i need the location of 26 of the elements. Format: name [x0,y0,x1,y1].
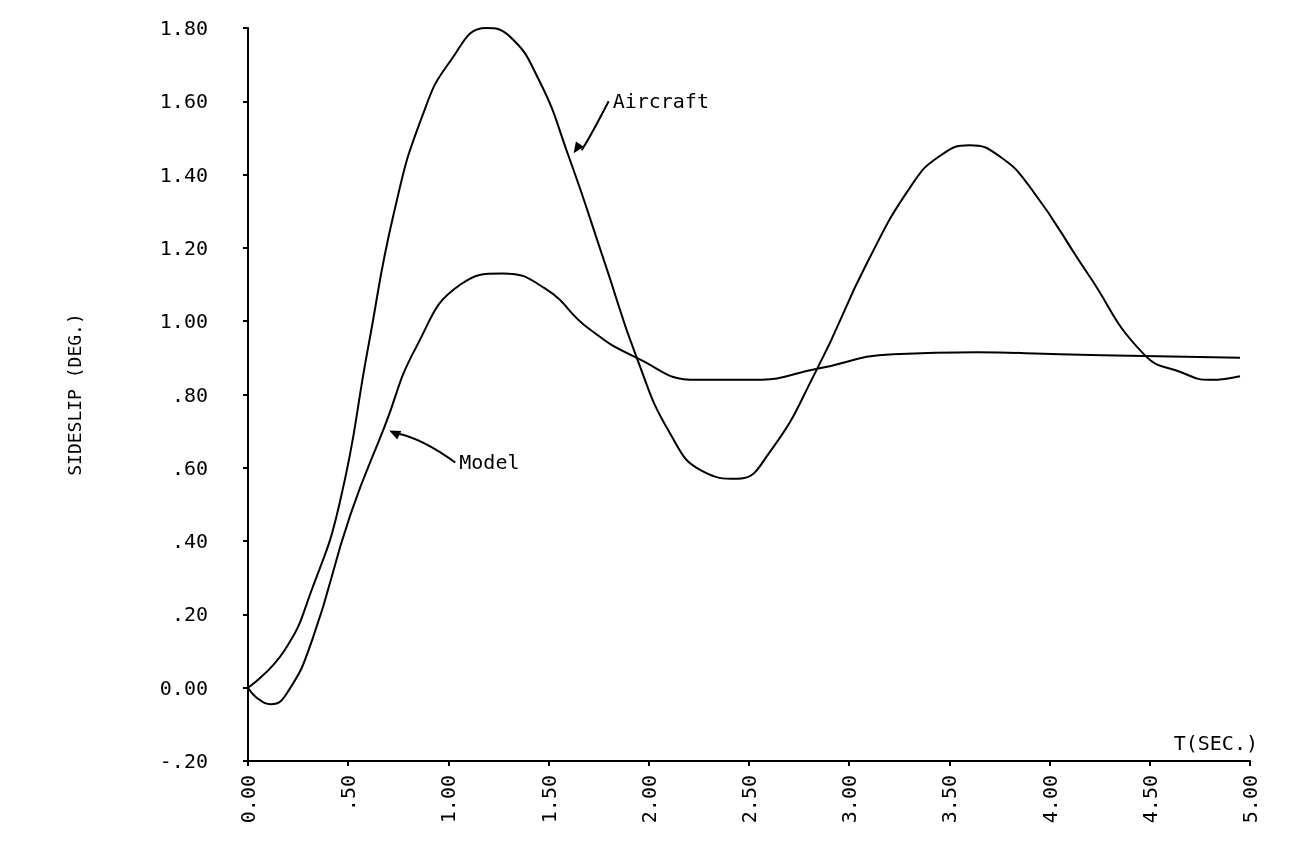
y-tick-label: 1.40 [159,162,208,187]
x-tick-label: .50 [336,775,361,812]
y-tick-label: 1.80 [159,16,208,40]
y-tick-label: .60 [171,455,208,480]
y-tick-label: .40 [171,529,208,554]
y-tick-label: 1.20 [159,235,208,260]
x-tick-label: 2.50 [737,775,761,824]
x-tick-label: 3.00 [837,775,862,824]
x-tick-label: 3.50 [937,775,962,824]
annotation: Model [459,450,520,475]
y-tick-label: 1.00 [159,309,208,334]
x-tick-label: 4.50 [1137,775,1162,824]
x-tick-label: 0.00 [236,775,260,824]
x-tick-label: 1.50 [536,775,561,824]
y-tick-label: 1.60 [159,89,208,114]
y-tick-label: .80 [171,382,208,407]
x-tick-label: 1.00 [436,775,461,824]
x-tick-label: 4.00 [1037,775,1062,824]
y-tick-label: 0.00 [159,675,208,700]
y-tick-label: .20 [171,602,208,627]
x-tick-label: 2.00 [636,775,661,824]
y-tick-label: -.20 [159,749,208,773]
y-axis-title: SIDESLIP (DEG.) [63,313,85,476]
x-tick-label: 5.00 [1238,775,1262,824]
x-axis-title: T(SEC.) [1173,731,1258,755]
annotation: Aircraft [612,89,709,114]
